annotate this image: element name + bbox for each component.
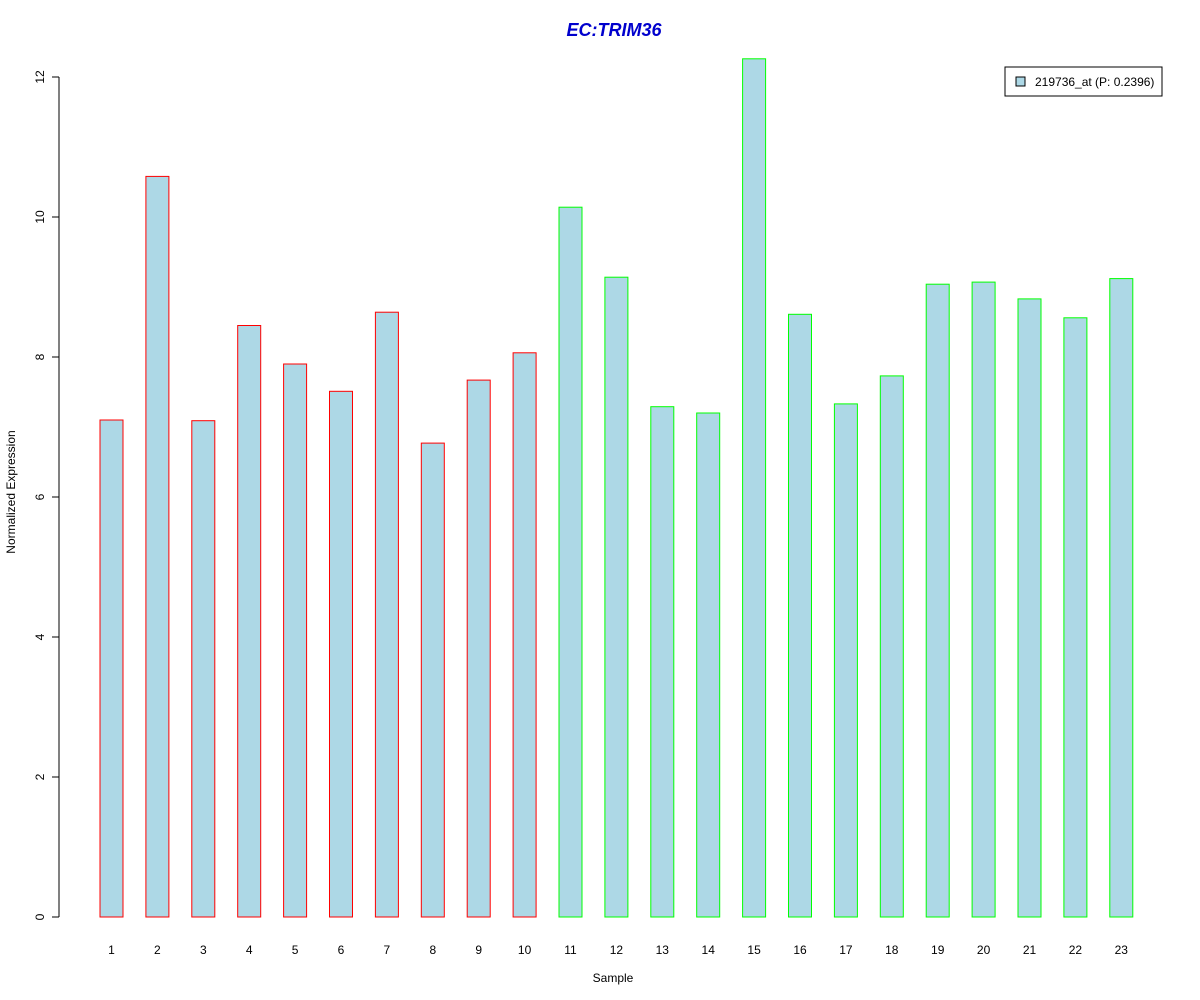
bar-sample-15 bbox=[742, 58, 767, 918]
x-tick-label: 2 bbox=[154, 943, 161, 957]
x-tick-label: 23 bbox=[1115, 943, 1129, 957]
bar-sample-13 bbox=[650, 406, 675, 918]
x-tick-label: 10 bbox=[518, 943, 532, 957]
bar-sample-8 bbox=[420, 442, 445, 918]
x-tick-label: 21 bbox=[1023, 943, 1037, 957]
bar-sample-7 bbox=[374, 311, 399, 918]
y-tick-label: 2 bbox=[33, 773, 47, 780]
legend: 219736_at (P: 0.2396) bbox=[1004, 66, 1163, 97]
bar-sample-3 bbox=[191, 420, 216, 918]
legend-entry-label: 219736_at (P: 0.2396) bbox=[1035, 75, 1154, 89]
bar-sample-4 bbox=[237, 325, 262, 918]
bar-sample-12 bbox=[604, 276, 629, 918]
x-tick-label: 18 bbox=[885, 943, 899, 957]
x-axis-label: Sample bbox=[593, 971, 634, 985]
y-tick-label: 4 bbox=[33, 633, 47, 640]
y-axis-label: Normalized Expression bbox=[4, 430, 18, 553]
chart-title: EC:TRIM36 bbox=[566, 20, 662, 40]
x-tick-label: 9 bbox=[475, 943, 482, 957]
x-tick-label: 13 bbox=[656, 943, 670, 957]
bar-sample-5 bbox=[283, 363, 308, 918]
legend-box bbox=[1004, 66, 1163, 97]
y-tick-label: 10 bbox=[33, 210, 47, 224]
bar-sample-6 bbox=[329, 390, 353, 918]
bar-sample-16 bbox=[788, 313, 812, 918]
x-tick-label: 4 bbox=[246, 943, 253, 957]
y-axis-ticks: 0 2 4 6 8 10 12 bbox=[33, 70, 59, 920]
bar-sample-11 bbox=[558, 206, 583, 918]
legend-swatch bbox=[1015, 76, 1026, 87]
bar-sample-1 bbox=[99, 419, 124, 918]
bar-sample-23 bbox=[1109, 278, 1134, 918]
x-tick-label: 8 bbox=[429, 943, 436, 957]
y-tick-label: 0 bbox=[33, 913, 47, 920]
x-tick-label: 7 bbox=[384, 943, 391, 957]
bar-sample-2 bbox=[145, 175, 170, 918]
x-tick-label: 1 bbox=[108, 943, 115, 957]
bar-sample-17 bbox=[833, 403, 858, 918]
x-tick-label: 11 bbox=[564, 943, 577, 957]
bar-sample-9 bbox=[466, 379, 491, 918]
x-tick-label: 20 bbox=[977, 943, 991, 957]
x-axis-tick-labels: 1 2 3 4 5 6 7 8 9 10 11 12 13 14 15 16 17 18 19 20 21 22 23 bbox=[108, 943, 1128, 957]
x-tick-label: 19 bbox=[931, 943, 945, 957]
x-tick-label: 5 bbox=[292, 943, 299, 957]
x-tick-label: 15 bbox=[747, 943, 761, 957]
x-tick-label: 16 bbox=[793, 943, 807, 957]
bar-sample-19 bbox=[925, 283, 950, 918]
x-tick-label: 22 bbox=[1069, 943, 1083, 957]
x-tick-label: 3 bbox=[200, 943, 207, 957]
bar-sample-10 bbox=[512, 352, 537, 918]
x-tick-label: 14 bbox=[702, 943, 716, 957]
x-tick-label: 6 bbox=[338, 943, 345, 957]
bar-sample-14 bbox=[696, 412, 721, 918]
bar-sample-20 bbox=[971, 281, 996, 918]
bar-sample-18 bbox=[879, 375, 904, 918]
bars-group bbox=[99, 58, 1134, 918]
y-tick-label: 12 bbox=[33, 70, 47, 84]
y-tick-label: 8 bbox=[33, 353, 47, 360]
bar-sample-22 bbox=[1063, 317, 1088, 918]
y-tick-label: 6 bbox=[33, 493, 47, 500]
x-tick-label: 12 bbox=[610, 943, 624, 957]
bar-sample-21 bbox=[1017, 298, 1042, 918]
x-tick-label: 17 bbox=[839, 943, 853, 957]
